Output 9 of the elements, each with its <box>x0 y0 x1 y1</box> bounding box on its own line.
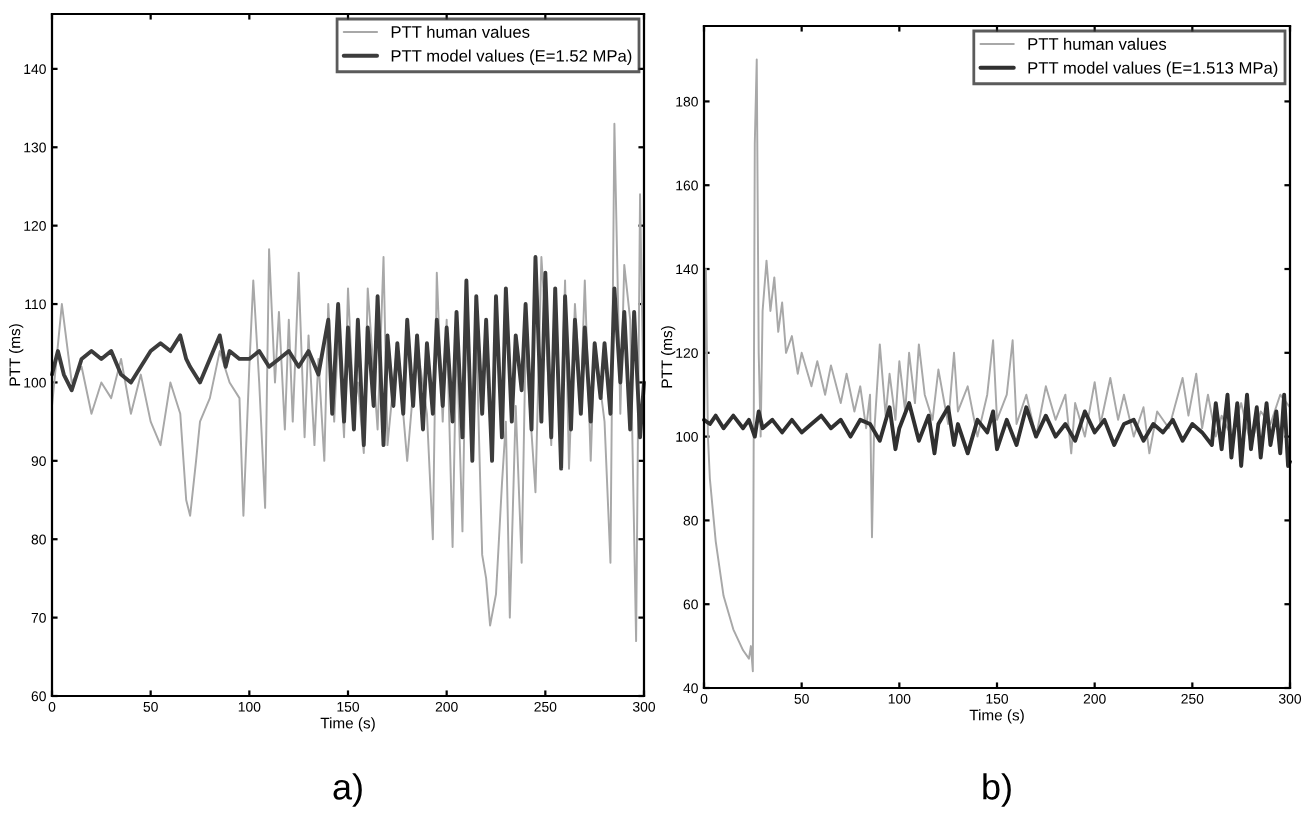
legend-label: PTT model values (E=1.52 MPa) <box>391 49 632 66</box>
legend-label: PTT human values <box>1028 37 1167 50</box>
line-series <box>702 392 1292 468</box>
legend-label: PTT human values <box>391 25 530 38</box>
text: b) <box>983 773 1011 807</box>
legend-label: PTT model values (E=1.513 MPa) <box>1028 61 1278 78</box>
line-series <box>703 58 1291 673</box>
text: a) <box>333 773 362 807</box>
line-series <box>50 255 646 471</box>
